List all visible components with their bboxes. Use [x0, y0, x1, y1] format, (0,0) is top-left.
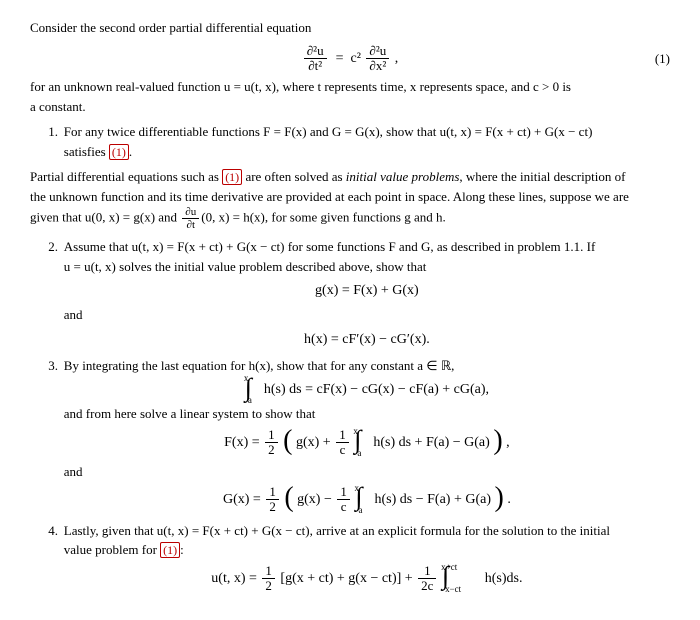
intro-para-2: for an unknown real-valued function u = …: [30, 77, 670, 116]
equation-number: (1): [655, 49, 670, 69]
para-ivp: Partial differential equations such as (…: [30, 167, 670, 231]
item-2: Assume that u(t, x) = F(x + ct) + G(x − …: [61, 237, 670, 350]
item-1: For any twice differentiable functions F…: [61, 122, 670, 161]
intro-para-1: Consider the second order partial differ…: [30, 18, 670, 38]
equation-1: ∂²u∂t² = c² ∂²u∂x² , (1): [30, 44, 670, 74]
item-3: By integrating the last equation for h(x…: [61, 356, 670, 515]
eqref-1[interactable]: (1): [109, 144, 129, 160]
eqref-1c[interactable]: (1): [160, 542, 180, 558]
eqref-1b[interactable]: (1): [222, 169, 242, 185]
item-4: Lastly, given that u(t, x) = F(x + ct) +…: [61, 521, 670, 594]
